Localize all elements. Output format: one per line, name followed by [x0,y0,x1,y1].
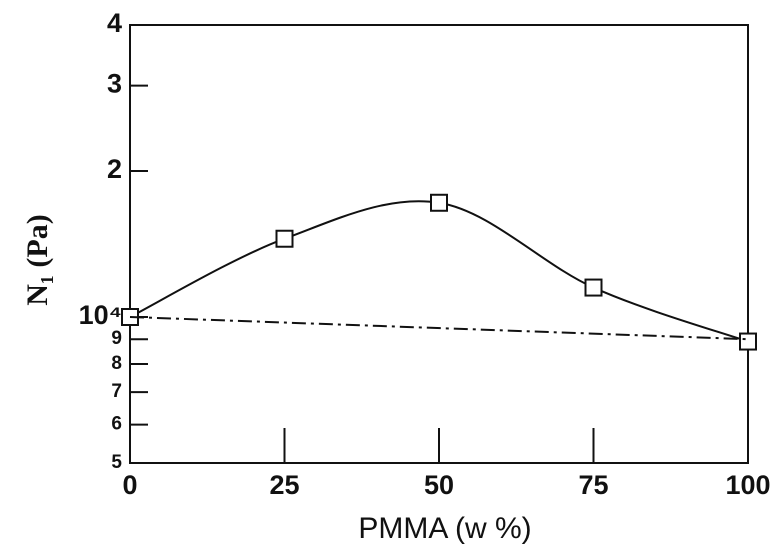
y-axis-label: N₁ (Pa) [21,214,54,305]
marker [739,332,757,351]
marker [275,229,294,248]
y-tick-label: 4 [107,8,122,38]
x-tick-label: 0 [122,470,137,500]
x-tick-label: 75 [578,470,608,500]
y-tick-label: 3 [107,69,122,99]
y-tick-label: 2 [107,154,122,184]
marker [430,193,448,212]
y-tick-label: 7 [111,381,122,402]
plot-frame [129,24,749,464]
y-tick-label: 9 [111,328,122,349]
series-line [129,316,749,341]
y-tick-label: 8 [111,353,122,374]
y-tick-label: 5 [111,452,122,473]
x-axis-label: PMMA (w %) [358,512,531,545]
x-tick-label: 25 [269,470,299,500]
y-tick-label: 6 [111,414,122,435]
x-tick-label: 50 [424,470,454,500]
marker [584,278,603,297]
x-tick-label: 100 [725,470,770,500]
y-tick-label: 10⁴ [79,300,122,330]
